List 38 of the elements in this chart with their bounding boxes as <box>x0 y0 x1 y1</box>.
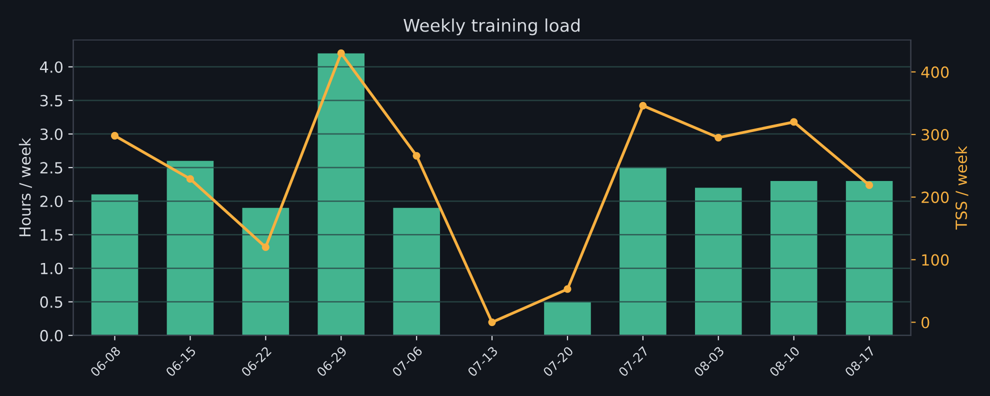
point <box>337 49 345 57</box>
y-tick-label: 2.0 <box>40 196 63 208</box>
y-tick-label: 3.5 <box>40 94 62 106</box>
point <box>412 152 420 160</box>
bar <box>770 180 818 336</box>
bar <box>846 180 893 336</box>
bar <box>242 208 290 336</box>
bar <box>620 168 666 336</box>
point <box>790 118 798 126</box>
y2-tick-label: 200 <box>922 192 949 204</box>
bar <box>393 208 440 336</box>
bar <box>544 302 591 336</box>
y-tick-label: 0.0 <box>40 330 63 342</box>
y-tick-label: 4.0 <box>40 61 63 73</box>
y-tick-label: 2.5 <box>40 162 62 174</box>
point <box>186 175 194 183</box>
bar <box>166 160 214 336</box>
y-tick-label: 1.5 <box>40 229 62 241</box>
y2-tick-label: 0 <box>922 316 930 328</box>
point <box>865 181 874 190</box>
point <box>262 243 270 251</box>
y2-tick-label: 300 <box>922 128 949 141</box>
y2-axis-title: TSS / week <box>955 146 968 230</box>
bar <box>695 188 742 336</box>
point <box>639 102 647 110</box>
y-axis-title: Hours / week <box>18 138 32 236</box>
chart-title: Weekly training load <box>404 18 580 36</box>
point <box>488 318 496 326</box>
y-tick-label: 3.0 <box>40 128 63 140</box>
point <box>714 134 722 142</box>
bar <box>318 53 365 336</box>
bar <box>91 194 138 336</box>
point <box>110 132 119 140</box>
y2-tick-label: 400 <box>921 66 949 78</box>
y-tick-label: 0.5 <box>40 296 62 308</box>
point <box>564 285 572 293</box>
y2-tick-label: 100 <box>922 254 949 266</box>
y-tick-label: 1.0 <box>40 262 63 274</box>
